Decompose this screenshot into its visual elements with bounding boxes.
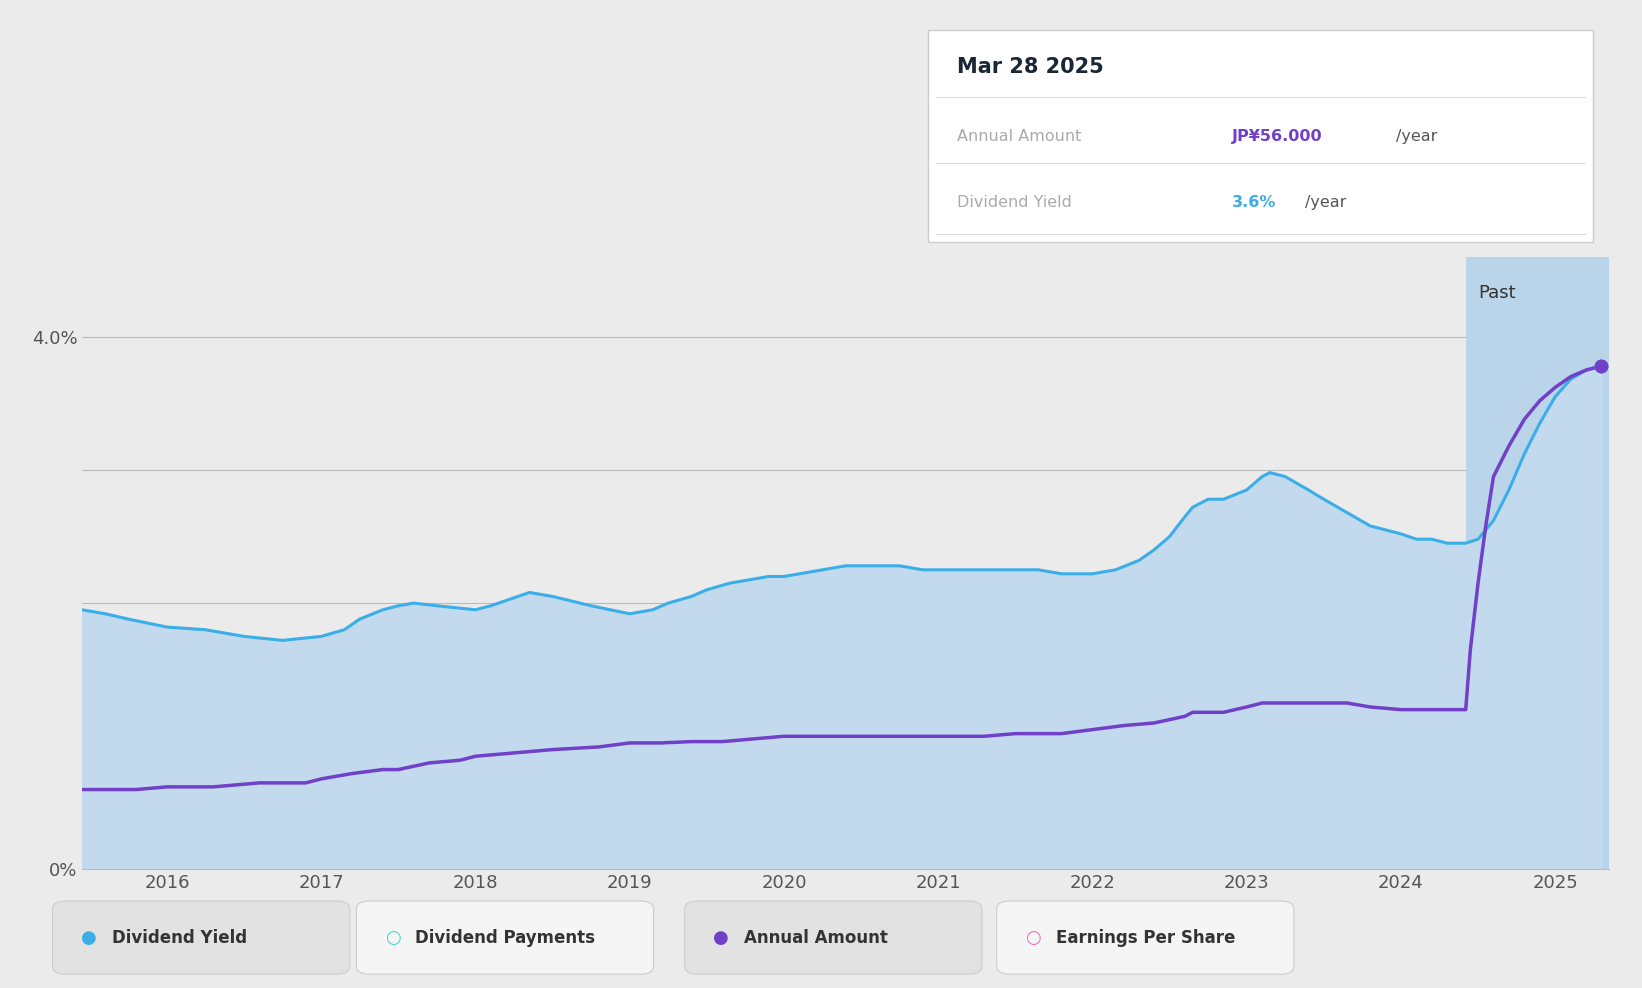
Text: ●: ● bbox=[80, 929, 97, 947]
Text: /year: /year bbox=[1305, 195, 1346, 210]
Text: JP¥56.000: JP¥56.000 bbox=[1232, 128, 1322, 144]
Text: ●: ● bbox=[713, 929, 729, 947]
Text: Annual Amount: Annual Amount bbox=[744, 929, 888, 947]
Text: Dividend Payments: Dividend Payments bbox=[415, 929, 596, 947]
Text: /year: /year bbox=[1396, 128, 1437, 144]
Text: 3.6%: 3.6% bbox=[1232, 195, 1276, 210]
Text: Mar 28 2025: Mar 28 2025 bbox=[957, 57, 1103, 77]
Text: Annual Amount: Annual Amount bbox=[957, 128, 1082, 144]
Text: ○: ○ bbox=[384, 929, 401, 947]
Text: Dividend Yield: Dividend Yield bbox=[957, 195, 1072, 210]
Text: ○: ○ bbox=[1025, 929, 1041, 947]
Bar bbox=[1466, 257, 1609, 869]
Text: Dividend Yield: Dividend Yield bbox=[112, 929, 246, 947]
Text: Past: Past bbox=[1478, 285, 1516, 302]
Text: Earnings Per Share: Earnings Per Share bbox=[1056, 929, 1235, 947]
